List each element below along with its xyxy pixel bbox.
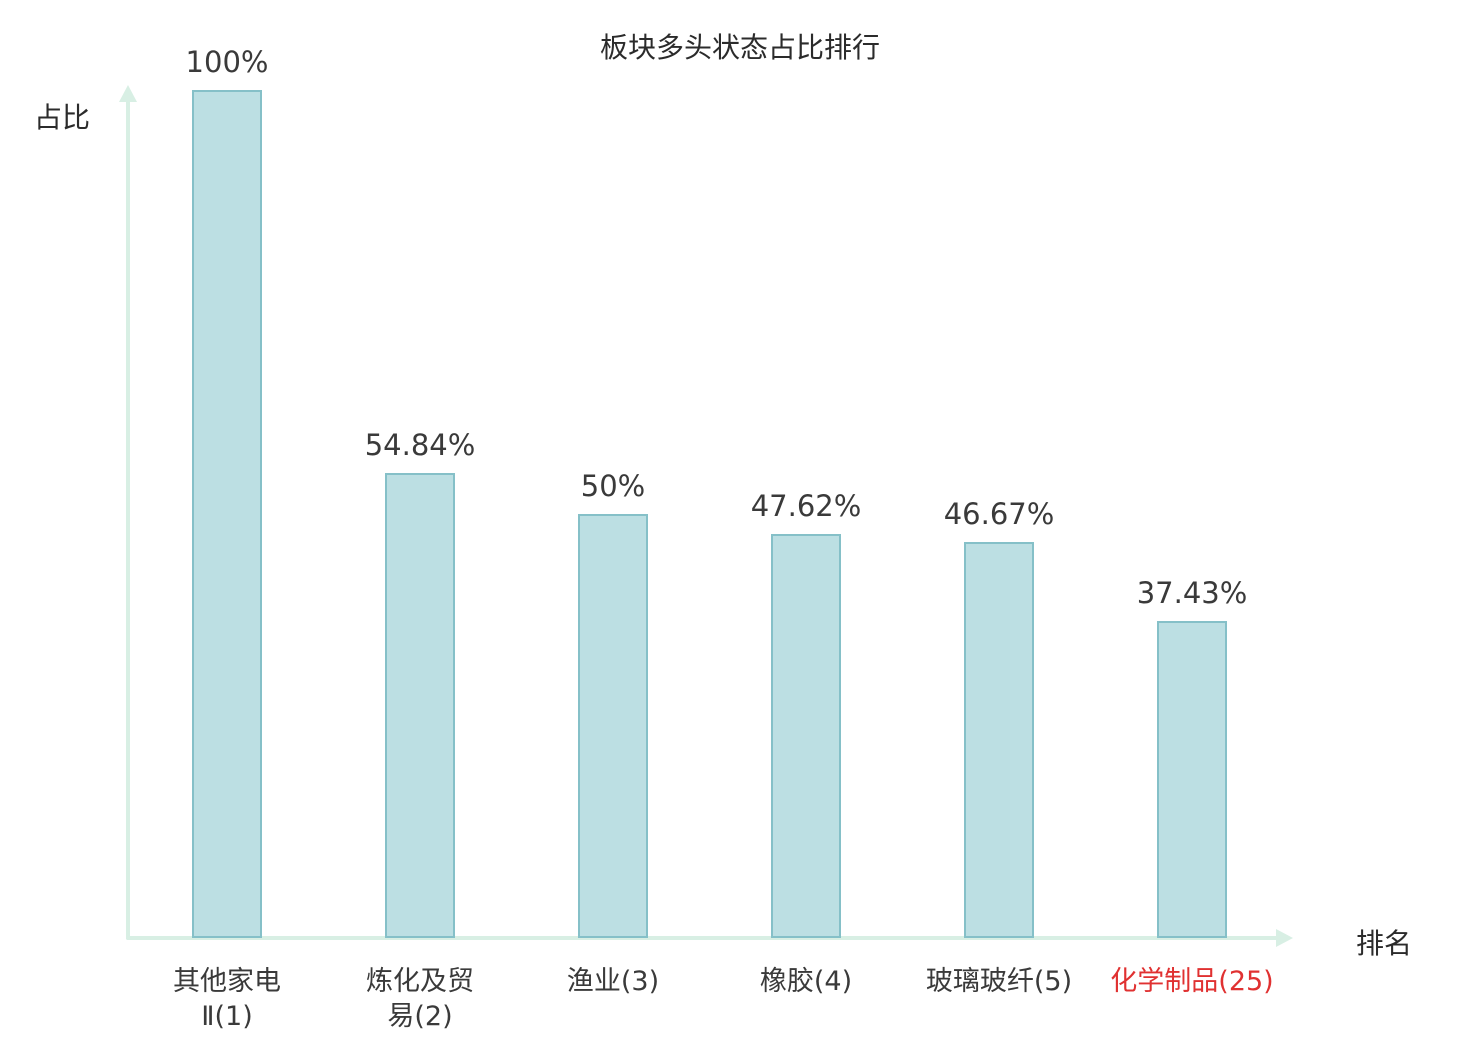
category-label: 其他家电 Ⅱ(1) bbox=[173, 966, 281, 1032]
bar-value-label: 37.43% bbox=[1136, 576, 1248, 610]
bar-value-label: 50% bbox=[580, 469, 646, 503]
bar bbox=[1157, 621, 1227, 938]
x-axis bbox=[126, 929, 1293, 947]
bar bbox=[578, 514, 648, 938]
category-label: 炼化及贸 易(2) bbox=[366, 966, 474, 1032]
category-label: 化学制品(25) bbox=[1110, 966, 1274, 997]
chart-title: 板块多头状态占比排行 bbox=[599, 31, 880, 64]
bar bbox=[964, 542, 1034, 938]
bar-value-label: 47.62% bbox=[750, 489, 862, 523]
bar bbox=[385, 473, 455, 938]
bar bbox=[192, 90, 262, 938]
category-label: 玻璃玻纤(5) bbox=[925, 966, 1073, 997]
y-axis bbox=[119, 85, 137, 940]
category-label: 橡胶(4) bbox=[759, 966, 853, 997]
bar-value-label: 100% bbox=[185, 45, 269, 79]
bar-value-label: 46.67% bbox=[943, 497, 1055, 531]
bar bbox=[771, 534, 841, 938]
bar-value-label: 54.84% bbox=[364, 428, 476, 462]
category-label: 渔业(3) bbox=[566, 966, 660, 997]
x-axis-label: 排名 bbox=[1356, 927, 1413, 960]
y-axis-label: 占比 bbox=[34, 101, 91, 134]
